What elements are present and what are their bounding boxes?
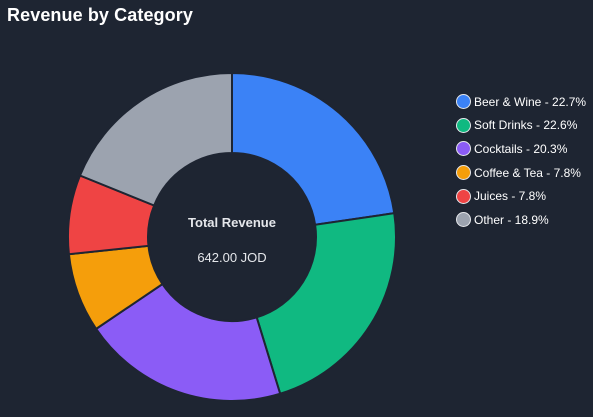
legend-item-juices[interactable]: Juices - 7.8% — [456, 184, 586, 208]
slice-cocktails[interactable] — [94, 282, 282, 402]
legend-label: Juices - 7.8% — [474, 189, 547, 204]
legend-swatch — [456, 212, 471, 228]
chart-slices — [67, 71, 397, 402]
legend-item-cocktails[interactable]: Cocktails - 20.3% — [456, 137, 586, 161]
legend-item-other[interactable]: Other - 18.9% — [456, 208, 586, 232]
legend-item-coffee-tea[interactable]: Coffee & Tea - 7.8% — [456, 161, 586, 185]
legend-label: Soft Drinks - 22.6% — [474, 118, 578, 133]
legend-label: Coffee & Tea - 7.8% — [474, 165, 581, 180]
legend-item-beer-wine[interactable]: Beer & Wine - 22.7% — [456, 90, 586, 114]
legend-swatch — [456, 117, 471, 133]
legend-swatch — [456, 165, 471, 181]
legend-item-soft-drinks[interactable]: Soft Drinks - 22.6% — [456, 114, 586, 138]
center-total-value: 642.00 JOD — [197, 250, 266, 265]
slice-beer-wine[interactable] — [231, 71, 396, 226]
legend-label: Beer & Wine - 22.7% — [474, 94, 587, 109]
chart-title: Revenue by Category — [7, 5, 193, 25]
slice-other[interactable] — [78, 71, 233, 207]
legend-label: Cocktails - 20.3% — [474, 141, 568, 156]
legend-label: Other - 18.9% — [474, 212, 549, 227]
chart-legend: Beer & Wine - 22.7% Soft Drinks - 22.6% Co… — [456, 90, 586, 232]
legend-swatch — [456, 188, 471, 204]
legend-swatch — [456, 141, 471, 157]
center-total-label: Total Revenue — [188, 215, 276, 230]
legend-swatch — [456, 94, 471, 110]
slice-soft-drinks[interactable] — [255, 212, 397, 396]
